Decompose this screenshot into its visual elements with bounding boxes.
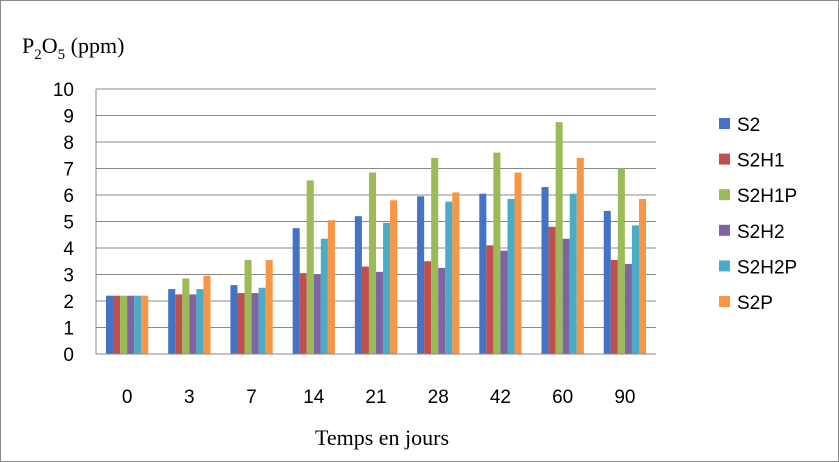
legend-swatch	[719, 260, 730, 272]
bars	[105, 122, 647, 355]
legend-swatch	[719, 224, 730, 236]
y-tick-label: 3	[63, 266, 74, 287]
bar-s2-90	[603, 210, 611, 354]
bar-s2h1p-3	[182, 278, 190, 354]
bar-s2p-14	[327, 220, 335, 354]
bar-s2h2-0	[127, 295, 135, 354]
x-tick-label: 21	[365, 387, 386, 408]
bar-s2h1p-14	[306, 180, 314, 354]
x-tick-label: 42	[490, 387, 511, 408]
bar-s2h1p-60	[555, 122, 563, 355]
bar-s2h1-7	[237, 293, 245, 354]
bar-s2h2-3	[189, 294, 197, 355]
axes	[95, 89, 656, 355]
y-tick-label: 0	[63, 345, 74, 366]
y-tick-label: 2	[63, 292, 74, 313]
legend-swatch	[719, 296, 730, 307]
y-tick-label: 1	[63, 319, 74, 340]
bar-s2h2p-42	[507, 198, 515, 354]
bar-s2p-90	[638, 198, 647, 354]
x-tick-label: 3	[184, 387, 195, 408]
bar-s2p-3	[203, 275, 211, 354]
bar-s2h1p-0	[120, 295, 128, 354]
bar-s2p-7	[265, 259, 273, 354]
bar-s2h1-0	[113, 295, 121, 354]
y-axis-title: P2O5 (ppm)	[22, 33, 124, 63]
bar-s2-42	[479, 193, 487, 354]
y-tick-label: 10	[53, 80, 74, 101]
bar-s2h2p-7	[258, 287, 266, 354]
legend-swatch	[719, 189, 730, 201]
legend-label: S2H2	[737, 222, 785, 243]
x-tick-label: 28	[428, 387, 449, 408]
bar-s2-21	[354, 216, 362, 354]
legend-swatch	[719, 118, 730, 129]
y-tick-label: 8	[63, 133, 74, 154]
legend-label: S2H1	[737, 151, 785, 172]
bar-s2h2p-28	[445, 201, 453, 355]
y-tick-label: 6	[63, 186, 74, 207]
x-tick-label: 0	[122, 387, 133, 408]
bar-s2h1p-7	[244, 259, 252, 354]
bar-s2-7	[230, 285, 238, 354]
bar-s2p-21	[390, 200, 398, 354]
bar-s2h2-90	[624, 263, 632, 354]
bar-s2h2-28	[438, 267, 446, 355]
bar-s2p-42	[514, 172, 522, 354]
bar-s2-0	[105, 295, 114, 354]
bar-s2h2-14	[313, 274, 321, 354]
legend-label: S2H1P	[737, 186, 797, 207]
legend-label: S2	[737, 115, 760, 136]
y-tick-label: 4	[63, 239, 74, 260]
bar-s2-28	[417, 196, 425, 354]
x-axis-ticks: 0 3 7 14 21 28 42 60 90	[122, 387, 636, 408]
legend-swatch	[719, 153, 730, 165]
bar-s2h2p-3	[196, 289, 204, 354]
bar-s2p-0	[141, 295, 149, 354]
x-tick-label: 7	[246, 387, 257, 408]
bar-s2h1p-42	[493, 152, 501, 354]
bar-s2h2p-21	[383, 222, 391, 354]
x-axis-title: Temps en jours	[315, 425, 449, 450]
legend-label: S2H2P	[737, 257, 797, 278]
bar-s2p-60	[576, 157, 584, 354]
bar-s2h1-3	[175, 294, 183, 355]
bar-s2h2-60	[562, 238, 570, 354]
y-tick-label: 7	[63, 160, 74, 181]
bar-s2-60	[541, 187, 549, 354]
bar-s2h1p-21	[368, 172, 376, 354]
x-tick-label: 14	[303, 387, 325, 408]
bar-s2h1p-90	[617, 168, 625, 354]
legend: S2 S2H1 S2H1P S2H2 S2H2P S2P	[719, 115, 797, 314]
legend-label: S2P	[737, 293, 773, 314]
bar-s2h2p-0	[134, 295, 142, 354]
x-tick-label: 90	[614, 387, 635, 408]
bar-s2h2p-90	[631, 225, 639, 354]
bar-s2p-28	[452, 192, 460, 354]
x-tick-label: 60	[552, 387, 573, 408]
bar-s2h1-14	[299, 273, 307, 354]
y-tick-label: 9	[63, 107, 74, 128]
bar-s2-3	[168, 289, 176, 354]
bar-s2h2p-14	[320, 238, 328, 354]
bar-s2h2-42	[500, 250, 508, 354]
bar-s2h1-28	[424, 261, 432, 354]
bar-s2-14	[292, 228, 300, 355]
bar-s2h2p-60	[569, 193, 577, 354]
bar-s2h2-21	[376, 271, 384, 354]
bar-s2h1-42	[486, 245, 494, 354]
y-tick-label: 5	[63, 213, 74, 234]
bar-s2h1-21	[361, 266, 369, 354]
bar-s2h1-90	[610, 259, 618, 354]
bar-s2h1p-28	[431, 157, 439, 354]
y-axis-ticks: 0 1 2 3 4 5 6 7 8 9 10	[53, 80, 75, 366]
bar-s2h2-7	[251, 293, 259, 354]
bar-s2h1-60	[548, 226, 556, 354]
